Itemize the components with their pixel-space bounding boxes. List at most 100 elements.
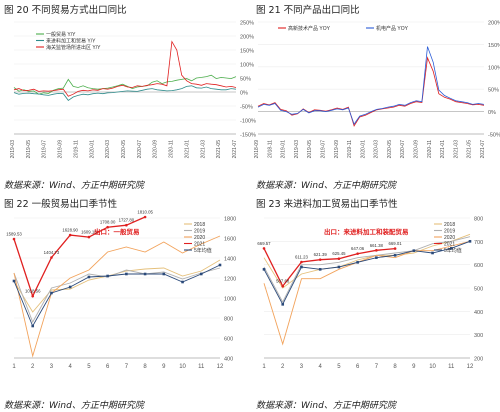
x-tick-label: 2019-05 (26, 140, 32, 159)
y-tick-label: 50% (488, 88, 499, 94)
x-tick-label: 2020-05 (387, 140, 393, 159)
legend-label: 2020 (444, 235, 455, 241)
series-line-1 (13, 85, 237, 101)
y-tick-label: -150% (240, 133, 256, 139)
series-line-0 (263, 233, 471, 289)
x-tick-label: 9 (412, 364, 416, 370)
y-tick-label: 200 (474, 357, 483, 363)
data-point (393, 247, 397, 250)
series-line-4 (13, 264, 221, 328)
data-point (262, 268, 266, 271)
x-tick-label: 2019-07 (320, 140, 326, 159)
y-tick-label: 800 (224, 317, 233, 323)
legend-label: 高新技术产品 YOY (288, 25, 331, 32)
y-tick-label: 150% (240, 49, 254, 55)
data-point (300, 265, 303, 269)
series-line-3 (13, 216, 146, 298)
series-line-1 (263, 236, 471, 303)
x-tick-label: 10 (179, 364, 186, 370)
x-tick-label: 2020-07 (400, 140, 406, 159)
y-tick-label: 1600 (224, 237, 236, 243)
data-label: 669.01 (389, 241, 403, 246)
data-label: 647.06 (351, 246, 365, 251)
x-tick-label: 2020-11 (169, 140, 175, 158)
data-point (125, 272, 128, 276)
data-point (393, 254, 397, 257)
figure-caption-23: 图 23 来进料加工贸易出口季节性 (256, 199, 398, 210)
data-point (31, 324, 35, 328)
data-point (468, 240, 472, 243)
x-tick-label: 2021-03 (200, 140, 206, 159)
x-tick-label: 1 (12, 364, 16, 370)
y-tick-label: -50% (240, 105, 253, 111)
data-point (337, 257, 341, 261)
figure-source-23: 数据来源：Wind、方正中期研究院 (256, 401, 396, 411)
data-label: 507.68 (276, 279, 290, 284)
data-point (87, 275, 91, 279)
chart-trade-mode-export-yoy: 250% 200% 150% 100% 50% 0% -50% -100% -150% 2019-… (10, 21, 256, 159)
x-tick-label: 3 (50, 364, 54, 370)
x-tick-label: 6 (356, 364, 360, 370)
x-tick-label: 2019-03 (10, 140, 16, 159)
x-tick-label: 2019-07 (42, 140, 48, 159)
x-tick-label: 2020-01 (89, 140, 95, 159)
legend-label: 海关监管场所进出区 Y/Y (46, 44, 101, 51)
legend-label: 2018 (444, 222, 455, 228)
data-point (106, 274, 109, 278)
data-point (300, 260, 303, 264)
data-point (50, 291, 53, 295)
x-tick-label: 1 (262, 364, 266, 370)
chart-annotation: 出口：一般贸易 (94, 227, 140, 236)
chart-annotation: 出口：来进料加工和装配贸易 (324, 227, 409, 236)
data-point (12, 279, 16, 283)
y-tick-label: 1400 (224, 257, 236, 263)
y-tick-label: 700 (474, 240, 483, 246)
y-tick-label: 500 (474, 287, 483, 293)
legend-label: 2019 (194, 228, 205, 234)
data-label: 1404.73 (44, 250, 60, 255)
y-tick-label: 400 (224, 357, 233, 363)
x-tick-label: 2021-07 (480, 140, 486, 159)
x-tick-label: 2 (31, 364, 35, 370)
x-tick-label: 8 (393, 364, 397, 370)
data-point (218, 263, 222, 267)
x-tick-label: 6 (106, 364, 110, 370)
x-tick-label: 9 (162, 364, 166, 370)
x-tick-label: 12 (467, 364, 474, 370)
y-tick-label: 1200 (224, 277, 236, 283)
data-point (125, 223, 128, 227)
y-tick-label: 200% (240, 35, 254, 41)
x-tick-label: 2021-05 (216, 140, 222, 159)
data-point (281, 303, 285, 306)
series-line-2 (13, 235, 221, 358)
data-point (87, 235, 91, 239)
data-point (68, 285, 72, 289)
data-point (375, 249, 378, 252)
x-tick-label: 12 (217, 364, 224, 370)
legend-label: 机电产品 YOY (376, 25, 409, 32)
x-tick-label: 4 (319, 364, 323, 370)
x-tick-label: 2021-03 (453, 140, 459, 159)
legend-label: 2018 (194, 222, 205, 228)
y-tick-label: 1000 (224, 297, 236, 303)
x-tick-label: 4 (69, 364, 73, 370)
data-point (68, 233, 72, 237)
x-tick-label: 2019-09 (58, 140, 64, 159)
x-tick-label: 2020-03 (374, 140, 380, 159)
data-point (143, 215, 147, 219)
y-tick-label: 400 (474, 310, 483, 316)
data-point (181, 280, 184, 284)
data-label: 1589.53 (6, 232, 22, 237)
x-tick-label: 8 (143, 364, 147, 370)
series-line-1 (13, 267, 221, 324)
y-tick-label: 0% (240, 91, 248, 97)
data-point (318, 258, 322, 261)
x-tick-label: 11 (198, 364, 205, 370)
x-tick-label: 2021-01 (184, 140, 190, 159)
y-tick-label: 600 (224, 337, 233, 343)
data-label: 1609.15 (81, 230, 97, 235)
figure-source-21: 数据来源：Wind、方正中期研究院 (256, 181, 396, 191)
data-point (375, 256, 378, 259)
data-point (412, 249, 416, 252)
